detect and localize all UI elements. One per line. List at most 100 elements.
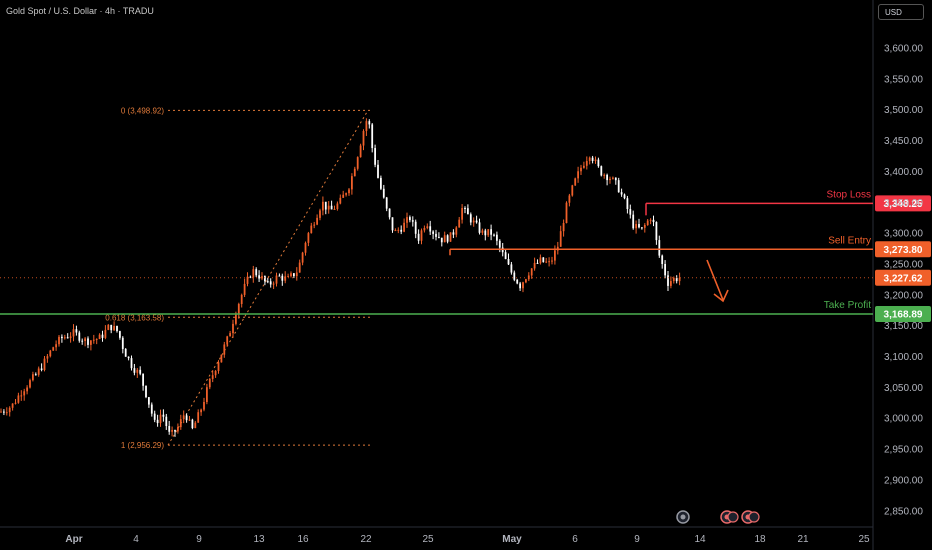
trade-levels[interactable]: Stop Loss 3,348.25 Sell Entry 3,273.80 Take … [0,189,931,322]
time-axis[interactable]: Apr 4 9 13 16 22 25 May 6 9 14 18 21 25 [65,534,870,545]
candle-body [493,234,495,236]
time-tick-label: 9 [634,534,640,545]
candle-body [142,373,144,386]
candle-body [371,124,374,149]
candle-body [156,419,159,424]
candle-body [435,233,437,237]
candle-body [211,375,214,379]
candle-body [55,344,57,348]
candle-body [278,275,281,277]
candle-body [284,276,287,281]
candle-body [179,419,182,428]
candle-body [612,177,614,179]
candle-body [478,222,481,233]
level-price-tag-text: 3,168.89 [884,309,923,320]
candle-body [0,411,2,413]
candle-body [133,368,136,373]
fibonacci-retracement[interactable]: 0 (3,498.92) 0.618 (3,163.58) 1 (2,956.29) [105,106,370,450]
candle-body [217,362,220,371]
candle-body [583,165,585,168]
candle-body [455,227,458,235]
candle-body [307,233,310,243]
candle-body [426,226,429,228]
candle-body [266,281,269,283]
price-tick-label: 3,550.00 [884,74,923,85]
time-tick-label: 13 [253,534,265,545]
candle-body [591,157,594,161]
arrow-shaft[interactable] [706,259,724,301]
current-price-tag[interactable] [875,269,931,286]
candle-body [81,340,84,342]
candle-body [403,222,405,232]
candle-body [171,430,173,432]
candle-body [150,404,153,414]
candle-body [98,334,101,339]
event-marker-icon[interactable] [727,511,739,523]
candle-body [551,260,553,262]
candle-body [487,229,490,236]
candle-body [316,217,318,225]
price-tick-label: 3,250.00 [884,259,923,270]
candle-body [37,368,40,375]
candle-body [63,337,66,339]
time-tick-label: 18 [754,534,766,545]
candle-body [577,171,579,179]
candle-body [139,369,142,374]
time-tick-label: 14 [694,534,706,545]
candle-body [374,148,376,165]
candle-body [594,159,597,161]
candle-body [380,177,382,189]
candle-body [162,414,165,417]
candle-body [14,402,17,404]
level-price-tag[interactable] [875,241,931,258]
candle-body [116,325,118,332]
candle-body [174,430,176,432]
candle-body [609,178,611,181]
time-tick-label: 6 [572,534,578,545]
candle-body [678,277,681,282]
candle-body [258,275,260,279]
candle-body [72,329,75,337]
event-markers[interactable] [676,510,760,524]
candle-body [110,324,113,331]
event-marker-icon[interactable] [748,511,760,523]
candle-body [29,380,31,388]
candle-body [333,208,336,210]
candle-body [397,229,400,231]
price-tick-label: 3,450.00 [884,136,923,147]
candle-body [351,176,353,190]
level-price-tag-text: 3,273.80 [884,245,923,256]
price-tick-label: 3,300.00 [884,229,923,240]
price-axis[interactable]: 3,600.00 3,550.00 3,500.00 3,450.00 3,400.00… [884,44,923,518]
fib-level-label: 0 (3,498.92) [121,106,164,115]
candle-body [449,232,452,242]
arrow-head [713,289,729,303]
level-price-tag[interactable] [875,195,931,212]
candle-body [214,370,217,376]
candle-body [388,208,391,218]
candle-body [348,189,350,194]
candle-body [43,358,46,371]
candle-body [11,403,14,408]
candle-body [153,413,156,420]
candle-body [194,422,197,429]
candle-body [406,217,408,223]
projection-arrow[interactable] [706,259,729,303]
candle-body [40,368,43,371]
candle-body [377,164,379,178]
candle-body [255,269,258,276]
candle-body [559,231,562,247]
candle-body [206,387,208,402]
symbol-title[interactable]: Gold Spot / U.S. Dollar · 4h · TRADU [6,6,154,16]
candle-body [353,168,356,177]
price-tick-label: 3,150.00 [884,321,923,332]
candle-body [165,416,168,427]
candle-body [78,332,81,341]
candle-body [84,338,86,341]
candle-body [243,283,246,295]
level-price-tag[interactable] [875,305,931,322]
currency-selector[interactable]: USD [878,4,924,20]
candle-body [362,131,365,146]
price-tick-label: 2,950.00 [884,445,923,456]
